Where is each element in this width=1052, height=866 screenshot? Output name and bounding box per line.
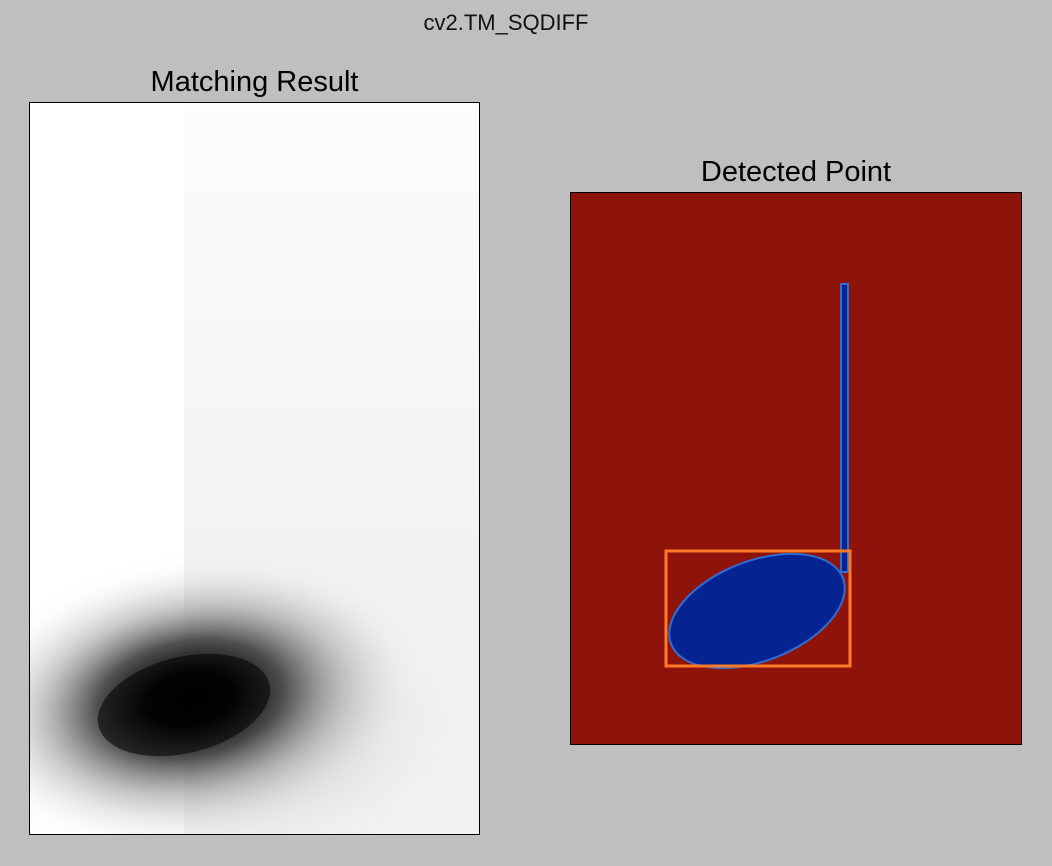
detected-background (571, 193, 1021, 744)
detected-point-panel (570, 192, 1022, 745)
music-note-stem (840, 283, 849, 573)
detected-match-box (664, 549, 852, 668)
detected-point-image (571, 193, 1021, 744)
window-title: cv2.TM_SQDIFF (423, 10, 589, 35)
heatmap-minimum-core (97, 653, 271, 757)
matching-result-panel (29, 102, 480, 835)
matching-result-title: Matching Result (150, 66, 359, 98)
matching-result-heatmap (30, 103, 479, 834)
detected-point-title: Detected Point (700, 156, 892, 188)
music-note-head (668, 552, 846, 670)
